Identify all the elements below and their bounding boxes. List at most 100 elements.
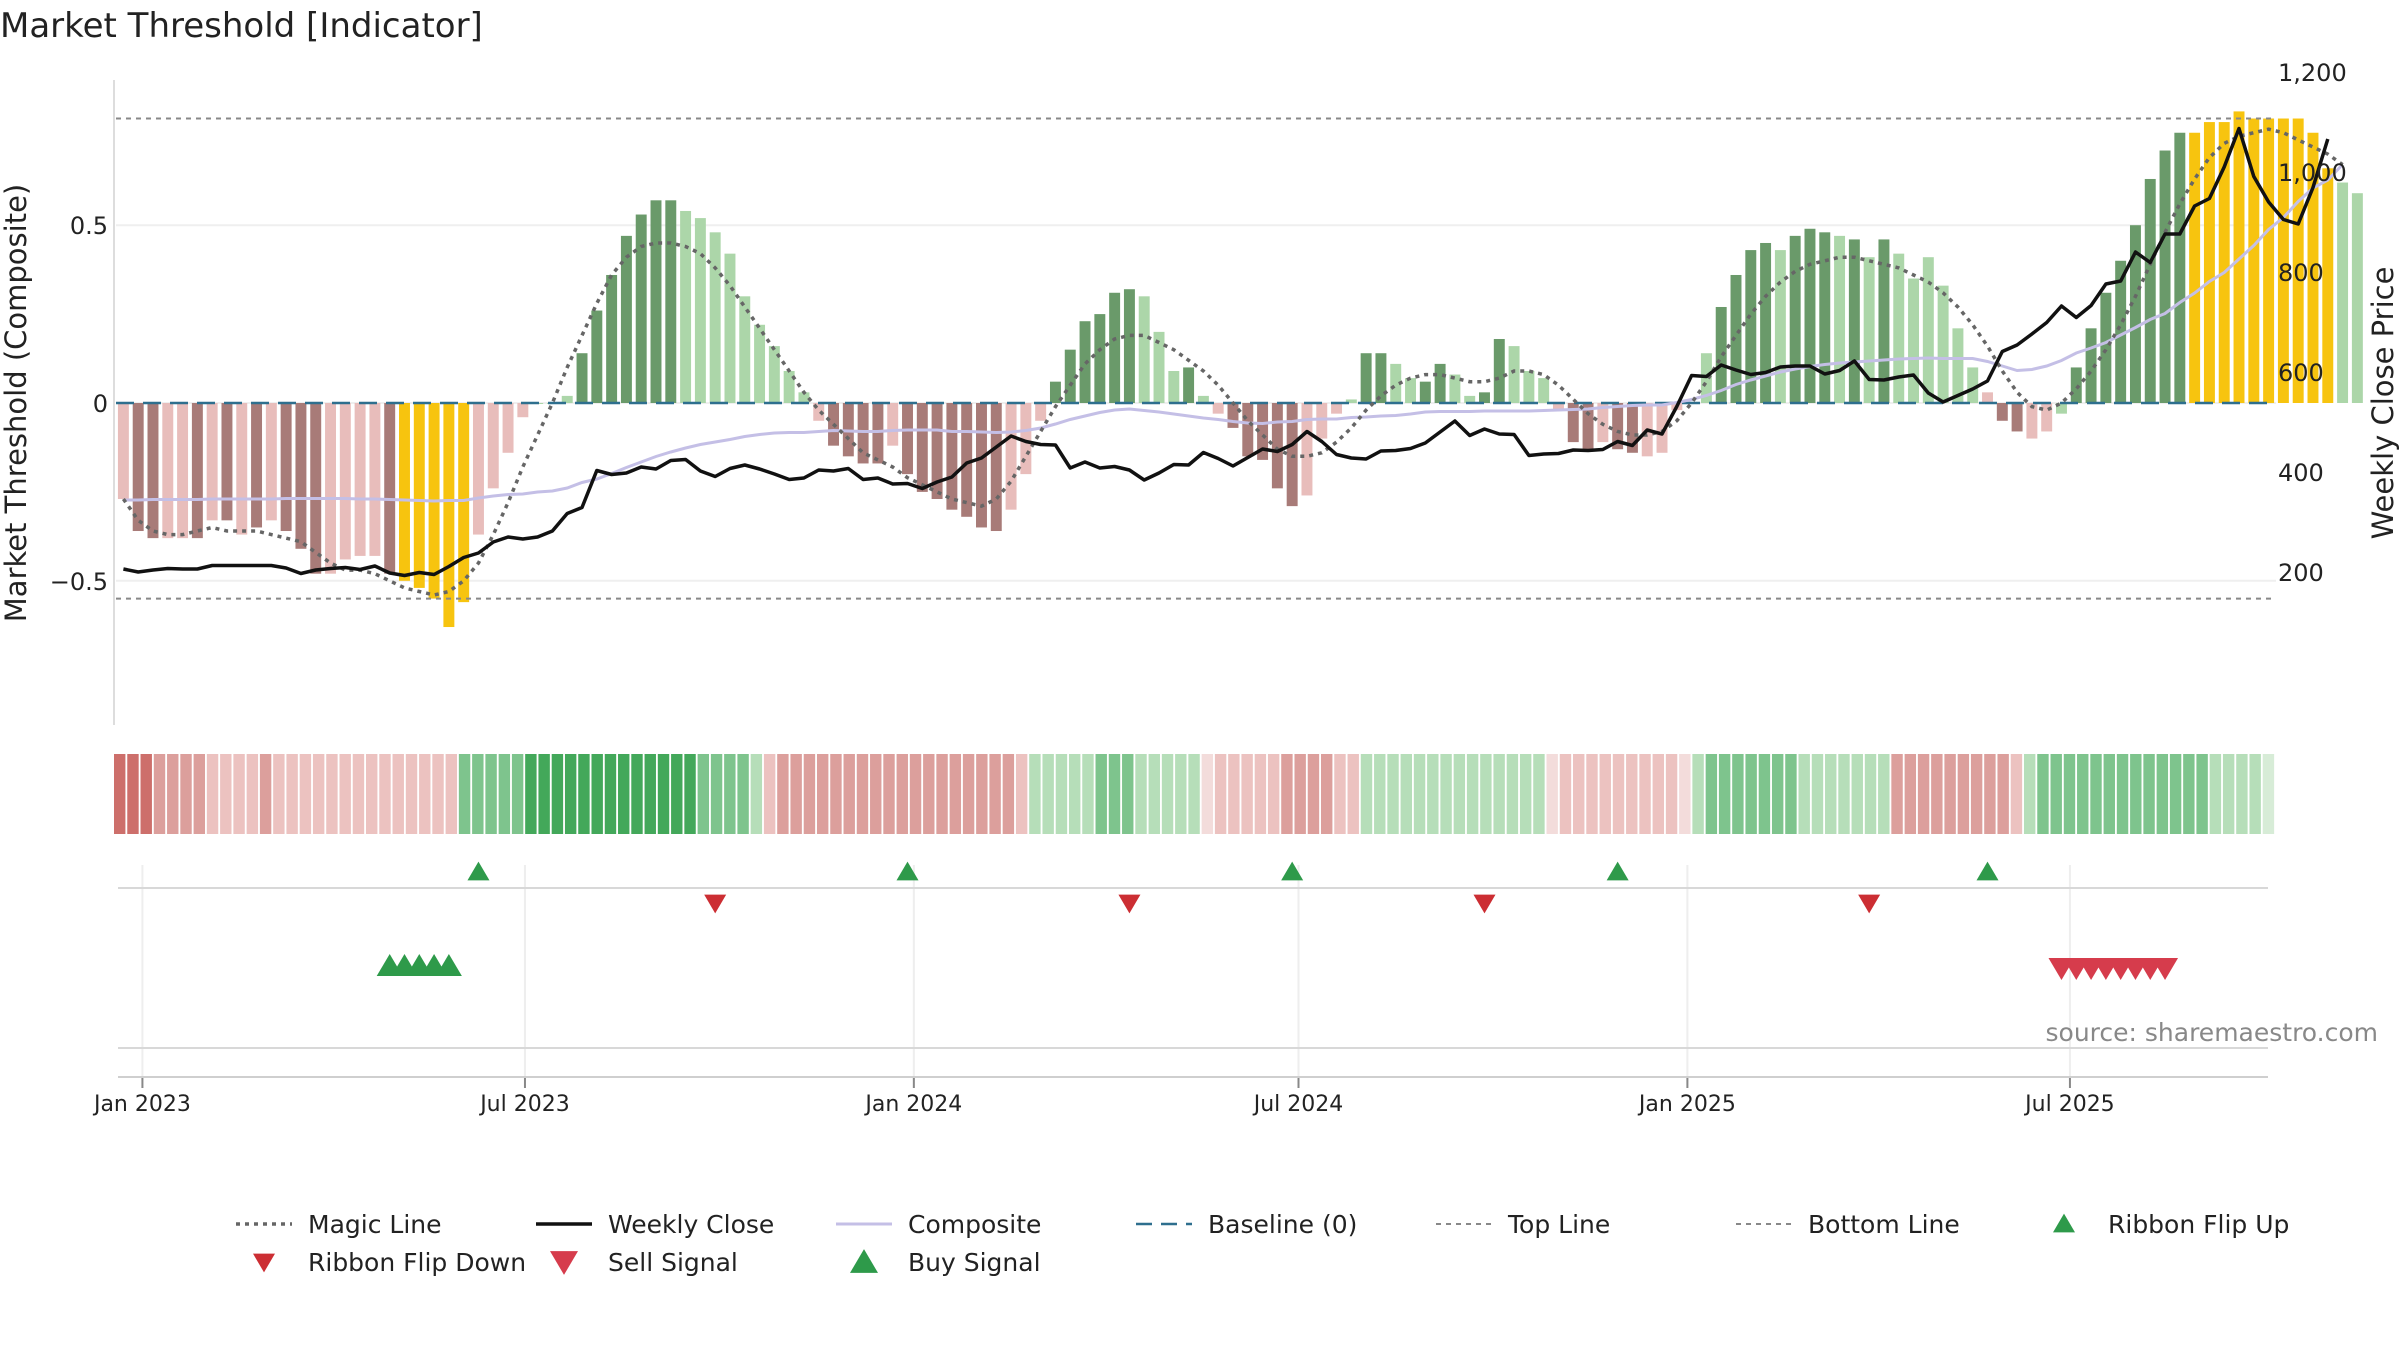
composite-bar — [1774, 250, 1786, 403]
composite-bar — [1123, 289, 1135, 403]
ribbon-cell — [1798, 754, 1810, 834]
composite-bar — [1479, 392, 1490, 403]
composite-bar — [1863, 257, 1875, 403]
ribbon-cell — [1626, 754, 1638, 834]
grid — [116, 224, 2276, 1080]
composite-bar — [2144, 178, 2156, 403]
ribbon-flip-down-marker — [1858, 894, 1881, 914]
ribbon-cell — [1891, 754, 1903, 834]
ribbon-flip-down-marker — [1118, 894, 1141, 914]
ribbon-cell — [1161, 754, 1174, 834]
weekly-close-line — [123, 126, 2330, 578]
ribbon-cell — [352, 754, 365, 834]
ribbon-cell — [286, 754, 298, 834]
ribbon-cell — [2249, 754, 2261, 834]
ribbon-flip-down-marker — [704, 894, 727, 914]
legend-item: Sell Signal — [550, 1248, 738, 1277]
composite-bar — [354, 403, 366, 556]
ribbon-cell — [684, 754, 696, 834]
ribbon-cell — [1904, 754, 1917, 834]
composite-bar — [2351, 193, 2363, 403]
ribbon-cell — [206, 754, 219, 834]
composite-bar — [1804, 228, 1816, 403]
y-right-tick-label: 1,000 — [2278, 159, 2347, 187]
ribbon-cell — [2169, 754, 2182, 834]
ribbon-cell — [1838, 754, 1850, 834]
composite-bar — [813, 403, 825, 421]
legend-label: Ribbon Flip Down — [308, 1248, 526, 1277]
composite-bar — [325, 403, 336, 574]
ribbon-cell — [790, 754, 802, 834]
composite-bar — [1419, 381, 1431, 403]
composite-bar — [561, 395, 573, 403]
ribbon-cell — [1307, 754, 1320, 834]
composite-bar — [384, 403, 396, 574]
ribbon-cell — [1864, 754, 1877, 834]
ribbon-cell — [525, 754, 537, 834]
ribbon-cell — [644, 754, 656, 834]
ribbon-cell — [312, 754, 325, 834]
ribbon-cell — [1360, 754, 1373, 834]
composite-bar — [739, 296, 751, 403]
ribbon-cell — [896, 754, 908, 834]
ribbon-cell — [1639, 754, 1651, 834]
composite-bar — [1183, 367, 1195, 403]
ribbon-cell — [1732, 754, 1744, 834]
ribbon-cell — [167, 754, 179, 834]
composite-bar — [236, 403, 248, 535]
composite-bar — [472, 403, 484, 535]
composite-bars — [117, 111, 2363, 628]
composite-bar — [487, 403, 499, 489]
y-left-axis-title: Market Threshold (Composite) — [0, 184, 33, 622]
composite-bar — [2056, 403, 2067, 414]
composite-bar — [1331, 403, 1343, 414]
composite-bar — [606, 274, 618, 403]
composite-bar — [2159, 150, 2171, 403]
composite-bar — [1996, 403, 2008, 421]
composite-bar — [2070, 367, 2082, 403]
composite-bar — [517, 403, 529, 418]
composite-bar — [1153, 331, 1165, 403]
ribbon-cell — [485, 754, 497, 834]
y-right-tick-label: 800 — [2278, 259, 2324, 287]
ribbon-flip-up-marker — [896, 861, 919, 881]
ribbon-cell — [1957, 754, 1970, 834]
ribbon-cell — [1201, 754, 1214, 834]
ribbon-cell — [1506, 754, 1519, 834]
composite-bar — [1626, 403, 1638, 453]
ribbon-cell — [1175, 754, 1187, 834]
composite-bar — [221, 403, 233, 521]
x-tick-label: Jan 2023 — [92, 1092, 191, 1117]
ribbon-cell — [2090, 754, 2102, 834]
ribbon-cell — [1851, 754, 1863, 834]
ribbon-cell — [1241, 754, 1253, 834]
ribbon-cell — [1374, 754, 1386, 834]
ribbon-cell — [1042, 754, 1054, 834]
composite-bar — [413, 403, 425, 588]
ribbon-cell — [2037, 754, 2049, 834]
composite-bar — [1834, 235, 1846, 403]
ribbon-cell — [1095, 754, 1107, 834]
ribbon-cell — [1599, 754, 1611, 834]
ribbon-flip-up-marker — [1976, 861, 1999, 881]
ribbon-cell — [1228, 754, 1240, 834]
composite-bar — [576, 353, 588, 403]
composite-bar — [1094, 314, 1106, 403]
ribbon-cell — [1015, 754, 1028, 834]
ribbon-cell — [1400, 754, 1412, 834]
ribbon-cell — [657, 754, 670, 834]
ribbon-cell — [1771, 754, 1784, 834]
composite-bar — [783, 370, 795, 403]
ribbon-cell — [724, 754, 736, 834]
composite-bar — [768, 346, 780, 403]
ribbon-cell — [1573, 754, 1585, 834]
composite-bar — [1434, 363, 1446, 403]
x-tick-label: Jul 2024 — [1252, 1092, 1344, 1117]
ribbon-cell — [816, 754, 829, 834]
ribbon-cell — [737, 754, 749, 834]
composite-bar — [2129, 225, 2141, 403]
sell-signal-marker — [2152, 957, 2179, 981]
composite-bar — [2277, 118, 2289, 404]
composite-bar — [162, 403, 174, 539]
ribbon-cell — [1480, 754, 1492, 834]
